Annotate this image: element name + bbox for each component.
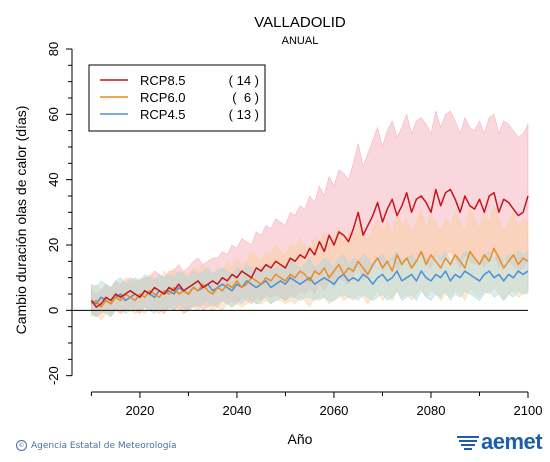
- agency-credit: © Agencia Estatal de Meteorología: [16, 440, 177, 451]
- y-tick-label: -20: [46, 366, 61, 385]
- band-rcp6-0: [91, 205, 529, 321]
- legend-label-rcp6-0: RCP6.0: [140, 90, 186, 105]
- y-tick-label: 20: [46, 238, 61, 252]
- uncertainty-bands: [91, 110, 529, 321]
- legend-label-rcp4-5: RCP4.5: [140, 107, 186, 122]
- legend-box: [88, 64, 266, 132]
- x-tick-label: 2080: [417, 403, 446, 418]
- y-tick-label: 40: [46, 172, 61, 186]
- series-lines: [90, 188, 529, 308]
- legend: RCP8.5 ( 14 ) RCP6.0 ( 6 ) RCP4.5 ( 13 ): [88, 64, 266, 132]
- aemet-logo-icon: [457, 436, 479, 450]
- aemet-logo-text: aemet: [481, 429, 543, 454]
- chart-title: VALLADOLID: [254, 14, 346, 31]
- x-tick-label: 2100: [514, 403, 543, 418]
- chart-subtitle: ANUAL: [282, 35, 319, 47]
- y-tick-label: 0: [46, 307, 61, 314]
- x-tick-label: 2060: [319, 403, 348, 418]
- credit-text: Agencia Estatal de Meteorología: [31, 441, 177, 451]
- legend-count-rcp6-0: ( 6 ): [232, 90, 259, 105]
- band-rcp4-5: [91, 251, 529, 318]
- line-rcp6-0: [90, 247, 529, 308]
- line-rcp8-5: [90, 188, 529, 308]
- legend-count-rcp8-5: ( 14 ): [229, 73, 259, 88]
- y-tick-label: 60: [46, 107, 61, 121]
- y-axis-label: Cambio duración olas de calor (días): [13, 106, 29, 335]
- aemet-logo: aemet: [457, 429, 549, 454]
- x-tick-label: 2020: [125, 403, 154, 418]
- legend-count-rcp4-5: ( 13 ): [229, 107, 259, 122]
- copyright-icon: ©: [16, 440, 27, 451]
- x-axis-label: Año: [288, 431, 313, 447]
- legend-label-rcp8-5: RCP8.5: [140, 73, 186, 88]
- y-tick-label: 80: [46, 42, 61, 56]
- x-tick-label: 2040: [222, 403, 251, 418]
